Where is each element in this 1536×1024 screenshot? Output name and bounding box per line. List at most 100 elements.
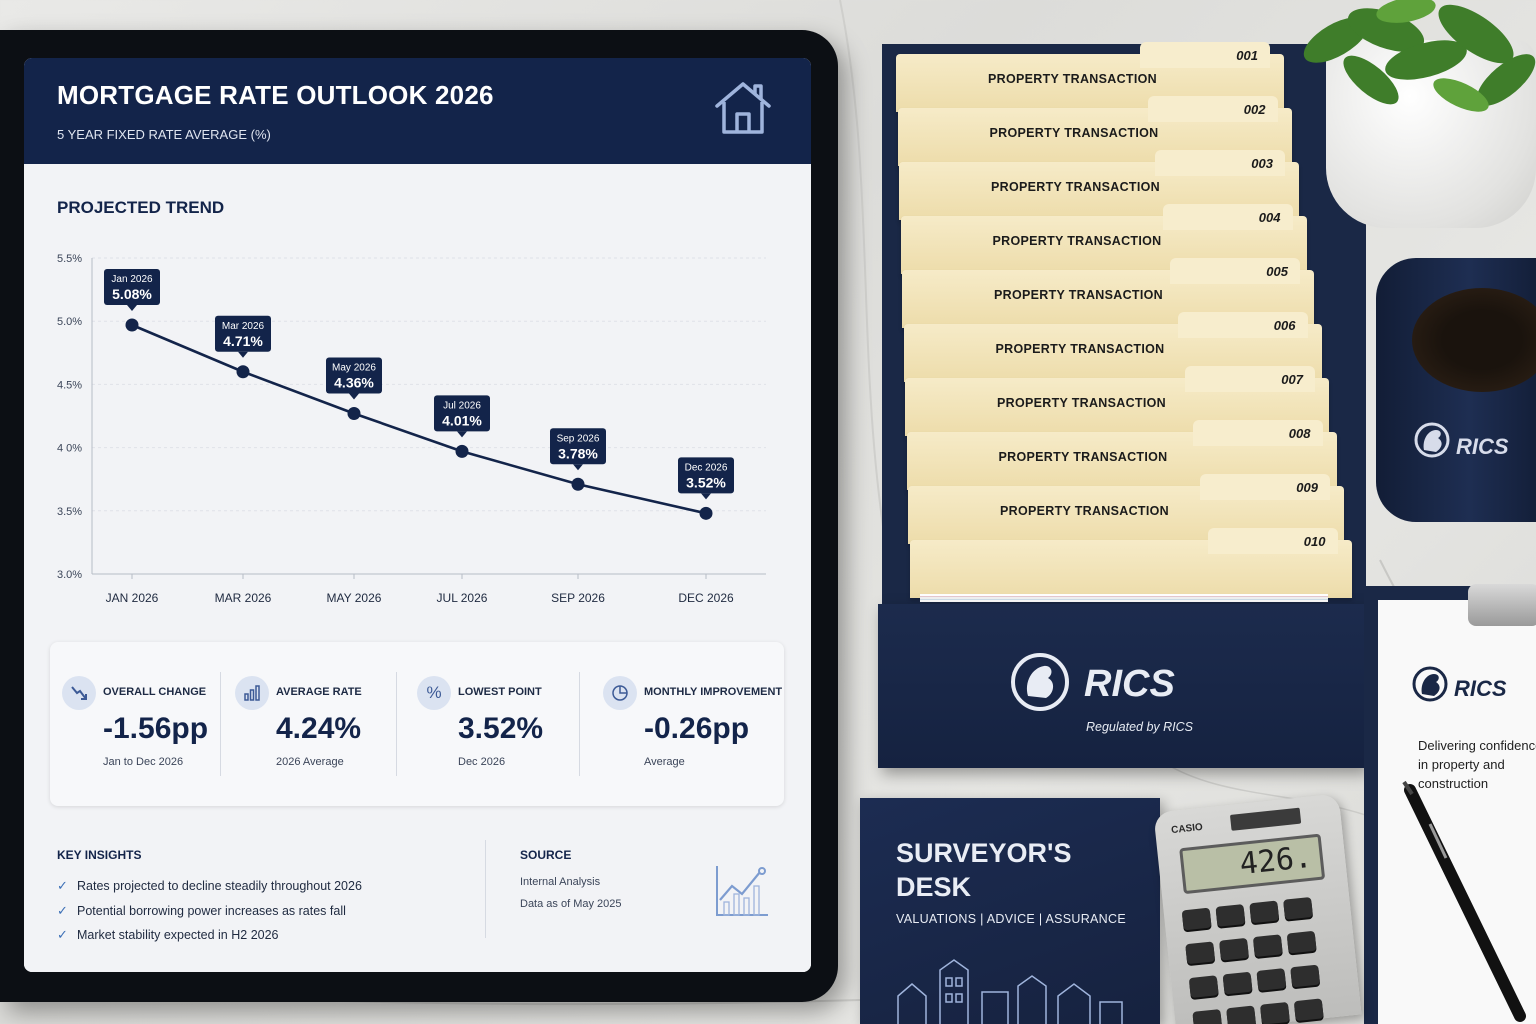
folder-number: 008 [1288, 426, 1311, 441]
folder-number: 006 [1273, 318, 1296, 333]
folder-title: PROPERTY TRANSACTION [997, 396, 1166, 410]
file-box-front: RICS Regulated by RICS [878, 604, 1366, 768]
x-tick-label: DEC 2026 [678, 591, 734, 605]
y-tick-label: 4.5% [57, 379, 82, 391]
stat-note: Average [644, 756, 685, 768]
surveyors-desk-book: SURVEYOR'S DESK VALUATIONS | ADVICE | AS… [860, 798, 1160, 1024]
trend-chart: 3.0% 3.5% 4 0% 4.5% 5.0% 5.5% JAN 2026 MAR 2026… [24, 244, 811, 614]
insight-item: ✓ Rates projected to decline steadily thr… [57, 874, 477, 899]
folder-title: PROPERTY TRANSACTION [992, 234, 1162, 248]
data-label-value: 4.36% [334, 374, 374, 390]
folder-number: 009 [1296, 480, 1318, 495]
folder-title: PROPERTY TRANSACTION [991, 180, 1160, 194]
data-label-pointer [349, 393, 359, 400]
footer-divider [485, 840, 486, 938]
calculator-keypad [1181, 895, 1347, 1024]
folder-title: PROPERTY TRANSACTION [1000, 504, 1169, 518]
insight-text: Rates projected to decline steadily thro… [77, 879, 362, 894]
rics-logo-icon: RICS [1011, 653, 1175, 711]
calculator-brand: CASIO [1170, 821, 1204, 837]
folder-title: PROPERTY TRANSACTION [995, 342, 1165, 356]
data-label-pointer [573, 464, 583, 471]
calculator-key [1185, 941, 1216, 965]
data-label-date: Dec 2026 [685, 462, 728, 473]
data-point [699, 506, 713, 520]
folder-title: PROPERTY TRANSACTION [998, 450, 1168, 464]
stat-label: LOWEST POINT [458, 686, 542, 698]
y-tick-label: 3.5% [57, 506, 82, 518]
calculator-key [1256, 968, 1287, 991]
tablet: MORTGAGE RATE OUTLOOK 2026 5 YEAR FIXED … [0, 30, 838, 1002]
folder-number: 003 [1251, 156, 1273, 171]
key-insights: KEY INSIGHTS ✓ Rates projected to decline… [57, 848, 477, 948]
box-tagline: Regulated by RICS [1086, 720, 1194, 734]
insight-text: Potential borrowing power increases as r… [77, 903, 346, 918]
check-icon: ✓ [57, 878, 68, 894]
clipboard-clamp [1468, 584, 1536, 626]
data-label-date: Mar 2026 [222, 321, 265, 332]
clipboard-paper [1378, 600, 1536, 1024]
data-label-box [104, 268, 160, 305]
stats-panel: OVERALL CHANGE -1.56pp Jan to Dec 2026 A… [50, 642, 784, 806]
folder-tab [1200, 474, 1330, 500]
calculator-key [1219, 937, 1249, 961]
stat-note: 2026 Average [276, 756, 344, 768]
calculator-key [1286, 930, 1317, 954]
data-label-date: Jan 2026 [111, 274, 153, 285]
box-brand-text: RICS [1084, 663, 1175, 705]
calculator-key [1249, 900, 1280, 924]
data-label-box [215, 315, 271, 352]
chart-title: PROJECTED TREND [57, 198, 225, 217]
stat-value: -0.26pp [644, 712, 750, 745]
y-tick-label: 5.0% [57, 316, 82, 328]
folder-tab [1162, 204, 1293, 230]
x-tick-label: JAN 2026 [106, 591, 159, 605]
bar-chart-icon [235, 676, 269, 710]
data-label-value: 4.71% [223, 333, 263, 349]
coffee-mug: RICS [1376, 258, 1536, 522]
stat-value: 4.24% [276, 712, 362, 745]
tablet-screen: MORTGAGE RATE OUTLOOK 2026 5 YEAR FIXED … [24, 58, 811, 972]
pie-clock-icon [603, 676, 637, 710]
data-label-date: May 2026 [332, 362, 376, 373]
file-box: 001 PROPERTY TRANSACTION 002 PROPERTY TRANS… [878, 42, 1370, 768]
plant-leaves-icon [1303, 0, 1536, 112]
data-label-pointer [238, 351, 248, 358]
clipboard-tagline: Delivering confidence in property and co… [1418, 738, 1536, 791]
calculator: CASIO 426. [1153, 793, 1362, 1024]
source-title: SOURCE [520, 848, 572, 862]
source-line: Internal Analysis [520, 876, 601, 888]
stat-overall-change: OVERALL CHANGE -1.56pp Jan to Dec 2026 [50, 642, 220, 806]
dashboard-title: MORTGAGE RATE OUTLOOK 2026 [57, 80, 494, 110]
data-label-pointer [457, 431, 467, 438]
series-line [131, 323, 707, 515]
data-label-pointer [127, 304, 137, 311]
data-label-value: 3.52% [686, 474, 726, 490]
calculator-key [1290, 964, 1321, 988]
calculator-display: 426. [1179, 833, 1326, 895]
data-label-box [550, 428, 606, 465]
data-point [125, 318, 139, 332]
trend-chart-svg: 3.0% 3.5% 4 0% 4.5% 5.0% 5.5% JAN 2026 MAR 2026… [57, 253, 766, 605]
stat-value: -1.56pp [103, 712, 209, 745]
calculator-key [1222, 971, 1253, 995]
calculator-key [1293, 998, 1324, 1022]
y-tick-label: 4 0% [57, 443, 82, 455]
file-folder[interactable]: 010 [909, 528, 1352, 602]
calculator-key [1252, 934, 1283, 958]
house-icon [715, 82, 771, 134]
dashboard-header: MORTGAGE RATE OUTLOOK 2026 5 YEAR FIXED … [24, 58, 811, 164]
calculator-key [1283, 896, 1314, 920]
rising-chart-icon [716, 866, 768, 916]
stat-note: Jan to Dec 2026 [103, 756, 184, 768]
folder-tab [1177, 312, 1308, 338]
stat-label: AVERAGE RATE [276, 686, 362, 698]
data-label-box [434, 395, 490, 432]
book-subtitle: VALUATIONS | ADVICE | ASSURANCE [896, 912, 1126, 926]
calculator-key [1181, 907, 1212, 931]
stat-average-rate: AVERAGE RATE 4.24% 2026 Average [223, 642, 398, 806]
stat-value: 3.52% [458, 712, 544, 745]
stat-note: Dec 2026 [458, 756, 506, 768]
data-label-date: Jul 2026 [443, 400, 481, 411]
stat-divider [220, 672, 221, 776]
